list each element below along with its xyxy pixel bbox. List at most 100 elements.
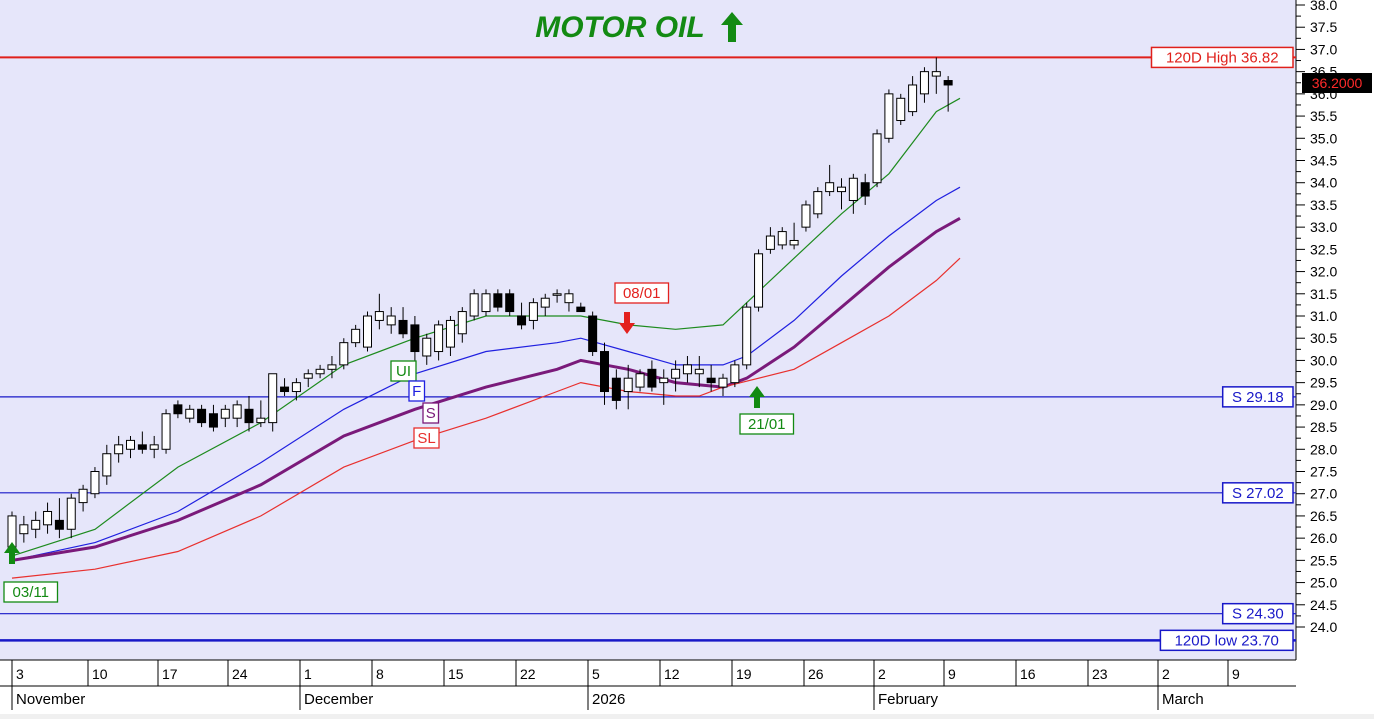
candle-body-up [481, 293, 491, 313]
level-label: S 24.30 [1232, 606, 1284, 623]
candle-body-up [801, 204, 811, 228]
candle [540, 293, 550, 316]
candle [102, 444, 112, 485]
candle-body-up [540, 297, 550, 308]
candle-body-up [149, 444, 159, 450]
annotation-box [422, 402, 440, 424]
x-day-label: 5 [592, 666, 600, 682]
candle [185, 404, 195, 423]
annotation-label: SL [417, 430, 435, 447]
y-tick-label: 27.0 [1310, 486, 1337, 502]
x-day-label: 24 [232, 666, 248, 682]
candle [919, 67, 929, 103]
candle-body-down [280, 386, 290, 393]
candle-body-up [919, 71, 929, 95]
candle [220, 404, 230, 428]
candle-body-up [114, 444, 124, 455]
candle-body-up [635, 373, 645, 388]
candle-body-down [600, 351, 609, 393]
candle [647, 360, 657, 392]
annotation-box [413, 427, 440, 449]
candle [268, 373, 278, 432]
x-day-label: 15 [448, 666, 464, 682]
y-tick-label: 34.0 [1310, 175, 1337, 191]
y-tick-label: 25.5 [1310, 552, 1337, 568]
candle [718, 373, 728, 396]
x-day-label: 3 [16, 666, 24, 682]
candle [351, 324, 361, 348]
candle [208, 404, 218, 432]
candle-body-down [505, 293, 515, 313]
candle [860, 173, 870, 205]
candle [517, 302, 527, 330]
x-axis-panel [0, 660, 1296, 714]
y-tick-label: 32.5 [1310, 241, 1337, 257]
candle [161, 409, 171, 454]
y-tick-label: 32.0 [1310, 264, 1337, 280]
candle-body-down [244, 408, 254, 424]
candle-body-up [528, 302, 538, 321]
buy-arrow-icon-shape [749, 386, 765, 408]
candle-body-up [232, 404, 242, 419]
candle-body-up [327, 364, 337, 370]
candle [363, 311, 372, 352]
candle-body-up [126, 439, 135, 450]
y-tick-label: 35.0 [1310, 130, 1337, 146]
candle-body-up [552, 293, 562, 296]
candle-body-up [374, 311, 384, 321]
annotation-label: 21/01 [748, 416, 786, 433]
sell-arrow-icon-shape [619, 312, 635, 334]
y-tick-label: 25.0 [1310, 575, 1337, 591]
candle [600, 342, 609, 405]
candle [872, 129, 882, 188]
y-tick-label: 31.5 [1310, 286, 1337, 302]
candle [31, 511, 41, 539]
candle [576, 302, 586, 313]
candle-body-up [872, 133, 882, 184]
candle [469, 289, 479, 321]
candle-body-down [197, 408, 207, 424]
level-label: 120D High 36.82 [1166, 49, 1279, 66]
candle-body-up [884, 93, 894, 139]
candle [54, 498, 64, 539]
candle [908, 76, 918, 117]
candle-body-up [161, 413, 171, 450]
candle [623, 364, 633, 410]
last-price-box: 36.2000 [1302, 73, 1372, 93]
candle-body-up [564, 293, 574, 304]
level-label-box [1150, 46, 1294, 69]
candle [837, 178, 846, 210]
candle-body-down [588, 315, 598, 353]
x-month-label: February [878, 691, 939, 708]
candle-body-up [765, 235, 775, 250]
candle [588, 311, 598, 356]
candle-body-up [303, 373, 313, 379]
candle-body-down [860, 182, 870, 197]
candle [280, 378, 290, 396]
candle-body-down [576, 306, 586, 313]
x-day-label: 9 [1232, 666, 1240, 682]
candle [339, 338, 349, 370]
plot-area [0, 0, 1296, 660]
candle [303, 369, 313, 388]
annotation-label: S [426, 405, 436, 422]
candle [611, 369, 621, 410]
candle-body-up [682, 364, 692, 375]
y-tick-label: 30.0 [1310, 352, 1337, 368]
candle-body-up [813, 191, 823, 215]
x-day-label: 8 [376, 666, 384, 682]
candle-body-down [410, 324, 420, 353]
candle [742, 302, 752, 370]
buy-arrow-icon-shape [4, 542, 20, 564]
candle [789, 222, 799, 250]
candle-body-up [908, 84, 918, 113]
up-arrow-icon [721, 12, 743, 42]
x-day-label: 2 [1162, 666, 1170, 682]
candle [931, 57, 941, 94]
candle-body-down [647, 368, 657, 388]
candle [422, 333, 432, 365]
candle-body-up [623, 377, 633, 393]
y-tick-label: 28.0 [1310, 441, 1337, 457]
candle-body-up [659, 377, 669, 384]
